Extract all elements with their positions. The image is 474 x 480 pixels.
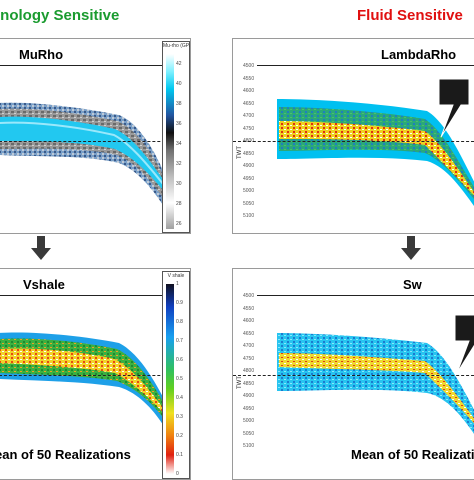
colorbar-tick-label: 42 [176,61,182,67]
panel-title-lambdarho: LambdaRho [381,47,457,62]
y-tick-label: 4550 [243,75,255,82]
reference-dashed-line [0,141,190,142]
y-tick-label: 4550 [243,305,255,312]
header-lithology-sensitive: hnology Sensitive [0,7,120,24]
colorbar-tick-label: 40 [176,81,182,87]
vshale-colorbar: V shale 1 0.9 0.8 0.7 0.6 0.5 0.4 0.3 0.2 0.1 0 [162,271,190,479]
murho-colorbar: Mu-rho (GPa*g/cc) 42 40 38 36 34 32 30 28 26 [162,41,190,233]
footer-mean-realizations: Mean of 50 Realizations [351,447,474,462]
y-tick-label: 4800 [243,368,255,374]
y-tick-label: 5100 [243,213,255,219]
y-tick-label: 5050 [243,200,255,207]
y-tick-label: 5000 [243,188,255,194]
y-tick-label: 4950 [243,405,255,412]
top-horizon-line [0,65,167,66]
colorbar-tick-label: 32 [176,161,182,167]
top-horizon-line [257,295,474,296]
reference-dashed-line [0,375,190,376]
colorbar-tick-label: 0.3 [176,414,183,420]
murho-section [0,102,167,211]
sw-section [277,333,474,434]
y-tick-label: 4700 [243,113,255,119]
murho-colorbar-strip [166,54,174,229]
colorbar-tick-label: 0.7 [176,338,183,344]
vshale-colorbar-strip [166,284,174,474]
footer-mean-realizations: ean of 50 Realizations [0,447,131,462]
colorbar-tick-label: 34 [176,141,182,147]
colorbar-tick-label: 0.6 [176,357,183,363]
y-tick-label: 5100 [243,443,255,449]
colorbar-tick-label: 26 [176,221,182,227]
header-fluid-sensitive: Fluid Sensitive [357,7,463,24]
reference-dashed-line [233,375,474,376]
top-horizon-line [0,295,167,296]
y-tick-label: 5000 [243,418,255,424]
y-tick-label: 4950 [243,175,255,182]
colorbar-tick-label: 0.4 [176,395,183,401]
vshale-section [0,332,167,431]
y-tick-label: 4900 [243,393,255,399]
callout-pointer-icon [455,315,474,374]
panel-title-sw: Sw [403,277,422,292]
y-tick-label: 4850 [243,380,255,387]
colorbar-tick-label: 0.1 [176,452,183,458]
y-tick-label: 4650 [243,100,255,107]
reference-dashed-line [233,141,474,142]
colorbar-tick-label: 0 [176,471,179,477]
lambdarho-section [277,99,474,206]
murho-colorbar-title: Mu-rho (GPa*g/cc) [163,43,190,49]
colorbar-tick-label: 38 [176,101,182,107]
top-horizon-line [257,65,474,66]
panel-murho: MuRho Mu-rho (GPa*g/cc) 42 40 38 36 34 32 30 28… [0,38,191,234]
y-tick-label: 4500 [243,63,255,69]
y-tick-label: 4650 [243,330,255,337]
vshale-colorbar-title: V shale [167,273,185,279]
colorbar-tick-label: 1 [176,281,179,287]
callout-pointer-icon [439,79,469,138]
panel-title-vshale: Vshale [23,277,65,292]
panel-title-murho: MuRho [19,47,64,62]
panel-vshale: Vshale ean of 50 Realizations V shale 1 0… [0,268,191,480]
y-tick-label: 5050 [243,430,255,437]
panel-lambdarho: LambdaRho TWT 4500 4550 4600 4650 4700 4750 48… [232,38,474,234]
y-tick-label: 4600 [243,88,255,94]
colorbar-tick-label: 36 [176,121,182,127]
colorbar-tick-label: 0.2 [176,433,183,439]
colorbar-tick-label: 30 [176,181,182,187]
y-tick-label: 4850 [243,150,255,157]
y-tick-label: 4900 [243,163,255,169]
colorbar-tick-label: 0.9 [176,300,183,306]
panel-sw: Sw TWT 4500 4550 4600 4650 4700 4750 4800 4850 4… [232,268,474,480]
down-arrow-icon [401,236,421,260]
y-tick-label: 4500 [243,293,255,299]
down-arrow-icon [31,236,51,260]
y-tick-label: 4700 [243,343,255,349]
y-tick-label: 4600 [243,318,255,324]
colorbar-tick-label: 28 [176,201,182,207]
y-tick-label: 4750 [243,355,255,362]
colorbar-tick-label: 0.5 [176,376,183,382]
y-tick-label: 4750 [243,125,255,132]
colorbar-tick-label: 0.8 [176,319,183,325]
